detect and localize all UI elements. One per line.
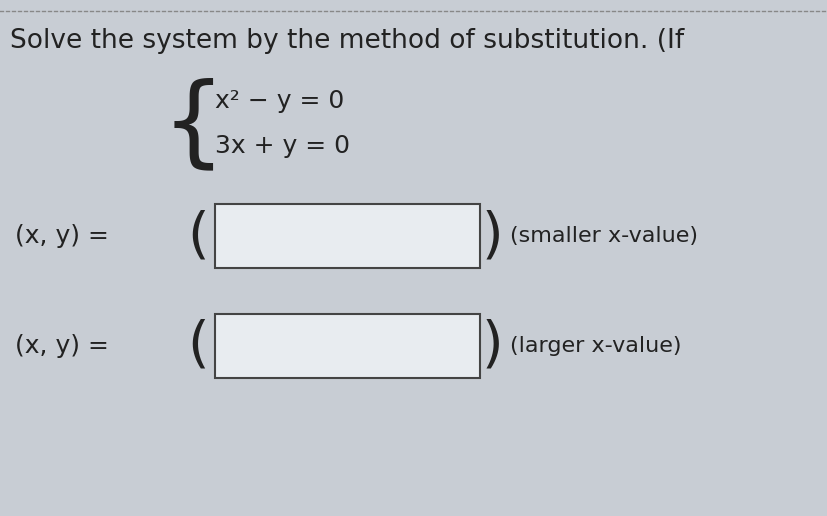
Text: (: ( <box>187 209 208 263</box>
Text: {: { <box>161 77 225 174</box>
Text: (larger x-value): (larger x-value) <box>509 336 681 356</box>
Text: ): ) <box>480 319 502 373</box>
Text: (smaller x-value): (smaller x-value) <box>509 226 697 246</box>
FancyBboxPatch shape <box>215 314 480 378</box>
Text: (x, y) =: (x, y) = <box>15 224 108 248</box>
Text: (x, y) =: (x, y) = <box>15 334 108 358</box>
Text: (: ( <box>187 319 208 373</box>
Text: 3x + y = 0: 3x + y = 0 <box>215 134 350 158</box>
Text: ): ) <box>480 209 502 263</box>
Text: x² − y = 0: x² − y = 0 <box>215 89 344 113</box>
Text: Solve the system by the method of substitution. (If: Solve the system by the method of substi… <box>10 28 683 54</box>
FancyBboxPatch shape <box>215 204 480 268</box>
